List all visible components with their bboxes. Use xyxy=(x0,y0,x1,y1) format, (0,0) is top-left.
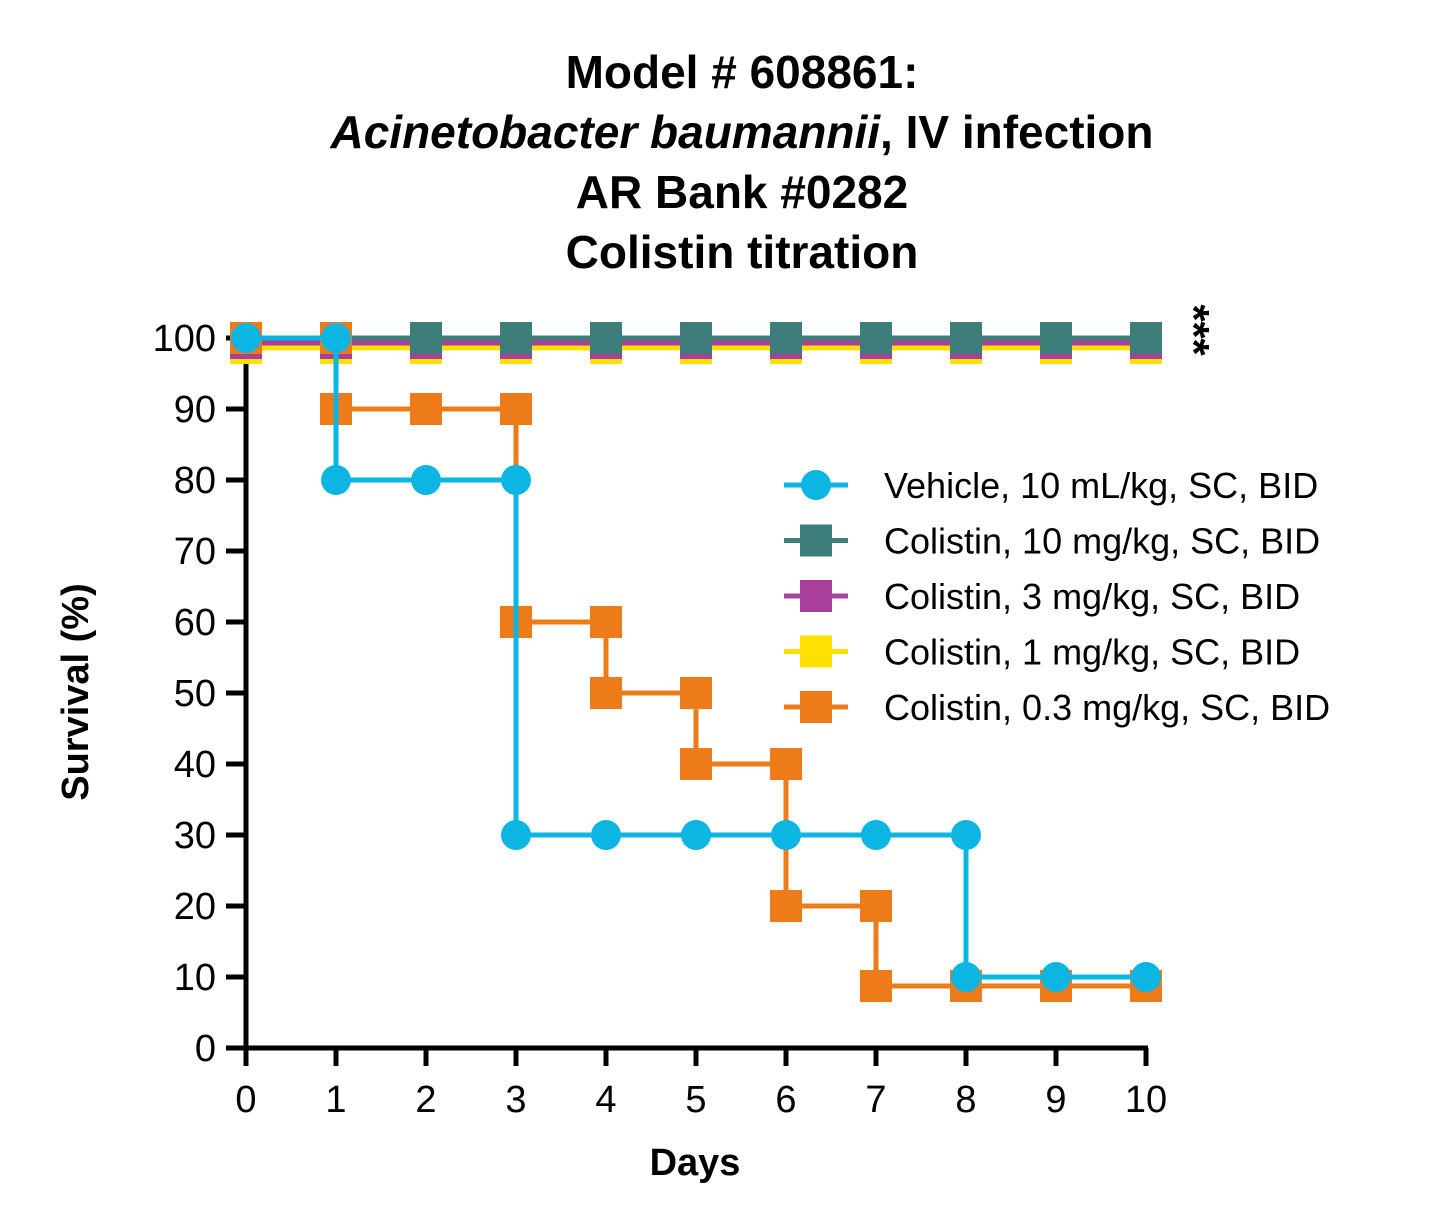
y-tick-label: 30 xyxy=(174,815,216,857)
legend-label: Colistin, 0.3 mg/kg, SC, BID xyxy=(884,687,1330,728)
legend-entry: Colistin, 1 mg/kg, SC, BID xyxy=(784,632,1300,673)
chart-title: Model # 608861: Acinetobacter baumannii,… xyxy=(329,46,1153,278)
x-tick-label: 4 xyxy=(595,1079,616,1121)
data-point xyxy=(770,322,802,354)
data-point xyxy=(501,465,531,495)
data-point xyxy=(1130,322,1162,354)
data-point xyxy=(951,820,981,850)
legend: Vehicle, 10 mL/kg, SC, BID Colistin, 10 m… xyxy=(784,465,1330,728)
data-point xyxy=(500,393,532,425)
x-tick-label: 5 xyxy=(685,1079,706,1121)
data-point xyxy=(950,322,982,354)
legend-entry: Colistin, 0.3 mg/kg, SC, BID xyxy=(784,687,1330,728)
title-line-2: Acinetobacter baumannii, IV infection xyxy=(329,106,1153,158)
data-point xyxy=(590,322,622,354)
data-point xyxy=(860,322,892,354)
series-layer xyxy=(230,322,1162,1002)
x-tick-label: 9 xyxy=(1045,1079,1066,1121)
data-point xyxy=(860,890,892,922)
title-route: , IV infection xyxy=(880,106,1153,158)
x-tick-label: 3 xyxy=(505,1079,526,1121)
x-tick-label: 8 xyxy=(955,1079,976,1121)
data-point xyxy=(231,323,261,353)
y-tick-label: 100 xyxy=(153,318,216,360)
legend-label: Colistin, 10 mg/kg, SC, BID xyxy=(884,521,1320,562)
data-point xyxy=(321,323,351,353)
data-point xyxy=(770,890,802,922)
x-tick-label: 2 xyxy=(415,1079,436,1121)
x-tick-label: 10 xyxy=(1125,1079,1167,1121)
data-point xyxy=(590,677,622,709)
legend-marker xyxy=(800,635,832,668)
legend-marker xyxy=(801,470,831,500)
legend-entry: Vehicle, 10 mL/kg, SC, BID xyxy=(784,465,1318,506)
data-point xyxy=(410,393,442,425)
data-point xyxy=(1040,322,1072,354)
legend-marker xyxy=(800,524,832,557)
title-line-3: AR Bank #0282 xyxy=(576,166,908,218)
data-point xyxy=(321,465,351,495)
y-tick-label: 0 xyxy=(195,1028,216,1070)
y-tick-label: 70 xyxy=(174,531,216,573)
data-point xyxy=(680,322,712,354)
legend-label: Vehicle, 10 mL/kg, SC, BID xyxy=(884,465,1318,506)
data-point xyxy=(771,820,801,850)
y-tick-label: 80 xyxy=(174,460,216,502)
data-point xyxy=(591,820,621,850)
y-axis-title: Survival (%) xyxy=(55,583,97,801)
x-tick-label: 7 xyxy=(865,1079,886,1121)
data-point xyxy=(1041,962,1071,992)
title-line-1: Model # 608861: xyxy=(566,46,919,98)
legend-entry: Colistin, 10 mg/kg, SC, BID xyxy=(784,521,1320,562)
legend-marker xyxy=(800,580,832,612)
data-point xyxy=(1131,962,1161,992)
data-point xyxy=(680,748,712,780)
x-tick-label: 0 xyxy=(235,1079,256,1121)
significance-annotation: *** xyxy=(1169,304,1218,356)
x-tick-label: 1 xyxy=(325,1079,346,1121)
data-point xyxy=(501,820,531,850)
title-organism: Acinetobacter baumannii xyxy=(329,106,881,158)
legend-label: Colistin, 1 mg/kg, SC, BID xyxy=(884,632,1300,673)
y-tick-label: 40 xyxy=(174,744,216,786)
data-point xyxy=(410,322,442,354)
y-tick-label: 50 xyxy=(174,673,216,715)
legend-marker xyxy=(800,691,832,723)
y-tick-label: 60 xyxy=(174,602,216,644)
data-point xyxy=(680,677,712,709)
data-point xyxy=(411,465,441,495)
y-tick-label: 20 xyxy=(174,886,216,928)
data-point xyxy=(500,322,532,354)
data-point xyxy=(681,820,711,850)
data-point xyxy=(590,606,622,638)
x-axis-title: Days xyxy=(650,1142,741,1184)
data-point xyxy=(770,748,802,780)
data-point xyxy=(951,962,981,992)
y-tick-label: 90 xyxy=(174,389,216,431)
legend-label: Colistin, 3 mg/kg, SC, BID xyxy=(884,576,1300,617)
axes: 0 10 20 30 40 50 60 70 80 90 100 0 1 2 3 4 5 6 7 8 9 10 xyxy=(153,318,1168,1121)
y-tick-label: 10 xyxy=(174,957,216,999)
data-point xyxy=(861,820,891,850)
data-point xyxy=(860,970,892,1002)
series-group xyxy=(231,323,1161,992)
title-line-4: Colistin titration xyxy=(566,226,919,278)
x-tick-label: 6 xyxy=(775,1079,796,1121)
legend-entry: Colistin, 3 mg/kg, SC, BID xyxy=(784,576,1300,617)
